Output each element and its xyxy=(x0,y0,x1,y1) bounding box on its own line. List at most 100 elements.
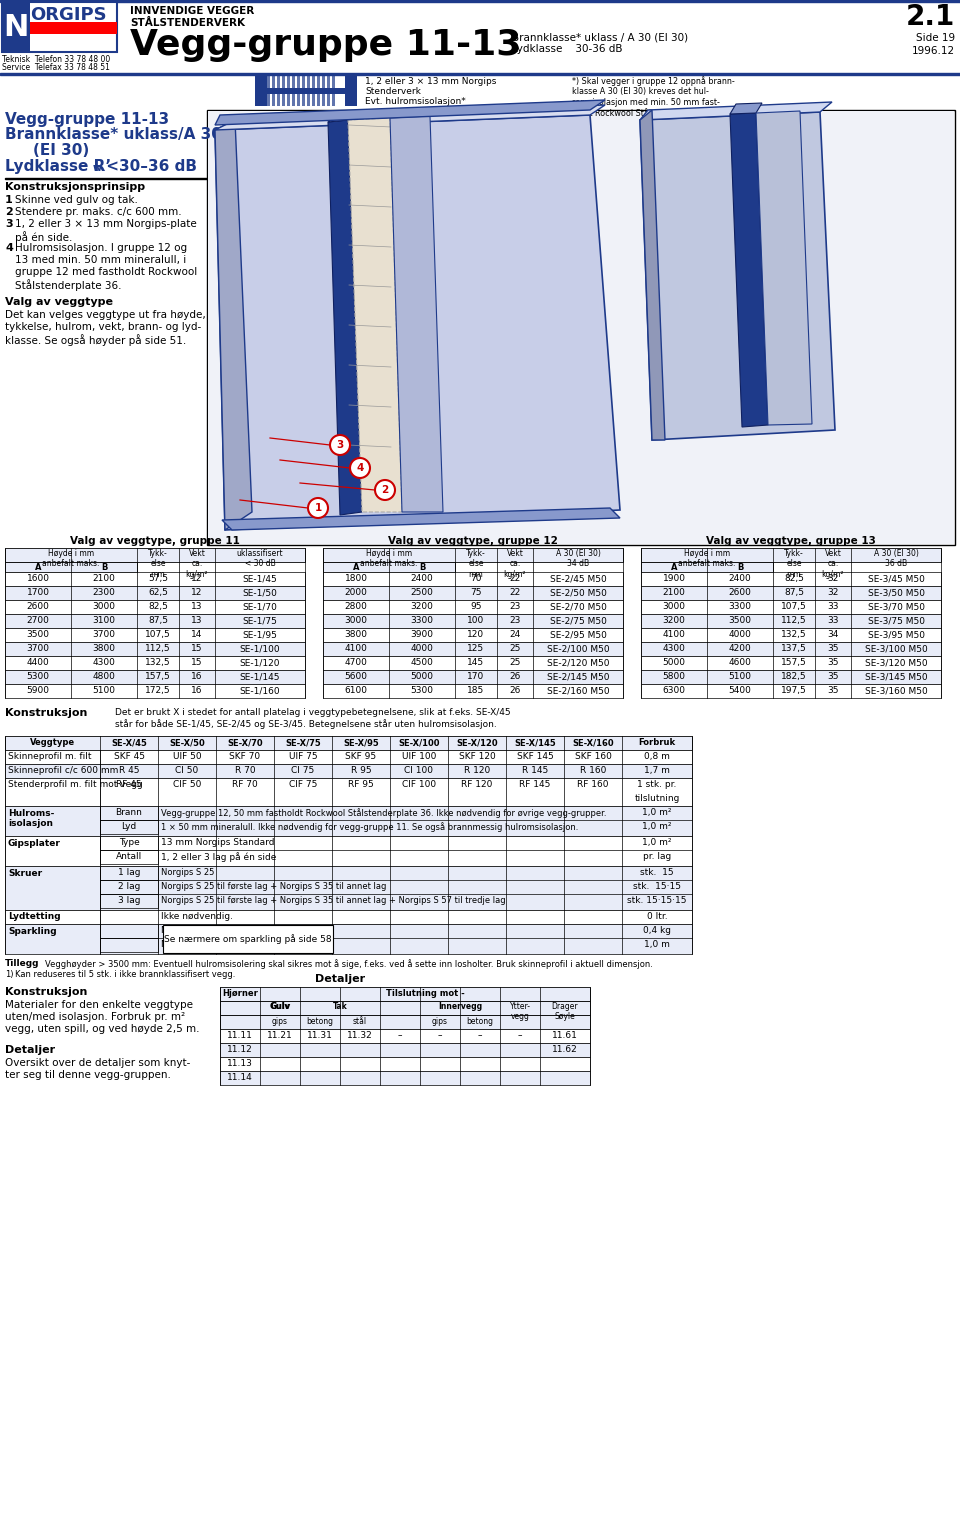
Text: 13 med min. 50 mm mineralull, i: 13 med min. 50 mm mineralull, i xyxy=(15,255,186,265)
Text: 13: 13 xyxy=(191,616,203,625)
Text: Detaljer: Detaljer xyxy=(5,1044,55,1055)
Bar xyxy=(292,76,295,106)
Text: CIF 100: CIF 100 xyxy=(402,780,436,789)
Polygon shape xyxy=(730,113,768,427)
Bar xyxy=(100,937,158,953)
Text: 2100: 2100 xyxy=(662,589,685,596)
Text: 32: 32 xyxy=(828,573,839,583)
Text: SKF 70: SKF 70 xyxy=(229,752,260,761)
Text: 22: 22 xyxy=(510,573,520,583)
Text: 13 mm Norgips Standard: 13 mm Norgips Standard xyxy=(161,838,275,847)
Text: SKF 145: SKF 145 xyxy=(516,752,553,761)
Bar xyxy=(2,2,30,52)
Text: gips: gips xyxy=(272,1017,288,1026)
Text: 22: 22 xyxy=(510,589,520,596)
Text: 14: 14 xyxy=(191,630,203,639)
Text: vegg, uten spill, og ved høyde 2,5 m.: vegg, uten spill, og ved høyde 2,5 m. xyxy=(5,1024,200,1034)
Text: SE-1/75: SE-1/75 xyxy=(243,616,277,625)
Text: 4000: 4000 xyxy=(729,630,752,639)
Text: SE-3/145 M50: SE-3/145 M50 xyxy=(865,673,927,680)
Bar xyxy=(323,628,623,642)
Text: –: – xyxy=(478,1031,482,1040)
Text: Antall: Antall xyxy=(116,852,142,861)
Bar xyxy=(5,751,692,764)
Text: RF 160: RF 160 xyxy=(577,780,609,789)
Text: Konstruksjon: Konstruksjon xyxy=(5,988,87,997)
Text: 3800: 3800 xyxy=(345,630,368,639)
Text: Tykk-
else
mm: Tykk- else mm xyxy=(148,549,168,579)
Text: B: B xyxy=(737,563,743,572)
Bar xyxy=(641,586,941,599)
Text: 1 stk. pr.: 1 stk. pr. xyxy=(637,780,677,789)
Text: 26: 26 xyxy=(510,673,520,680)
Text: 0,4 kg: 0,4 kg xyxy=(643,927,671,936)
Bar xyxy=(317,76,320,106)
Bar xyxy=(220,1043,590,1057)
Text: SE-2/50 M50: SE-2/50 M50 xyxy=(549,589,607,596)
Bar xyxy=(641,642,941,656)
Bar xyxy=(332,76,335,106)
Text: Forbruk: Forbruk xyxy=(638,739,676,748)
Bar xyxy=(641,656,941,670)
Text: 25: 25 xyxy=(510,644,520,653)
Text: Tillegg: Tillegg xyxy=(5,959,39,968)
Text: Det er brukt X i stedet for antall platelag i veggtypebetegnelsene, slik at f.ek: Det er brukt X i stedet for antall plate… xyxy=(115,708,511,717)
Circle shape xyxy=(330,434,350,456)
Text: Detaljer: Detaljer xyxy=(315,974,365,985)
Bar xyxy=(322,76,325,106)
Text: 11.14: 11.14 xyxy=(228,1073,252,1083)
Text: 1700: 1700 xyxy=(27,589,50,596)
Polygon shape xyxy=(215,115,620,531)
Text: 132,5: 132,5 xyxy=(145,657,171,667)
Bar xyxy=(100,881,158,894)
Text: RF 95: RF 95 xyxy=(348,780,373,789)
Text: 2: 2 xyxy=(381,485,389,495)
Text: 11.11: 11.11 xyxy=(228,1031,252,1040)
Text: 145: 145 xyxy=(468,657,485,667)
Text: 2600: 2600 xyxy=(27,602,49,612)
Text: Brannklasse* uklass / A 30 (EI 30): Brannklasse* uklass / A 30 (EI 30) xyxy=(512,32,688,41)
Text: 1 lag: 1 lag xyxy=(118,868,140,878)
Text: 185: 185 xyxy=(468,687,485,696)
Text: Norgips S 25 til første lag + Norgips S 35 til annet lag: Norgips S 25 til første lag + Norgips S … xyxy=(161,882,386,891)
Text: SE-1/145: SE-1/145 xyxy=(240,673,280,680)
Text: Valg av veggtype, gruppe 13: Valg av veggtype, gruppe 13 xyxy=(706,537,876,546)
Text: 11.21: 11.21 xyxy=(267,1031,293,1040)
Text: 2100: 2100 xyxy=(92,573,115,583)
Bar xyxy=(100,806,158,820)
Bar xyxy=(5,628,305,642)
Text: 3200: 3200 xyxy=(411,602,433,612)
Text: ORGIPS: ORGIPS xyxy=(30,6,107,24)
Text: 1): 1) xyxy=(5,969,13,979)
Text: SKF 160: SKF 160 xyxy=(575,752,612,761)
Text: Innervegg: Innervegg xyxy=(438,1001,482,1011)
Bar xyxy=(323,615,623,628)
Text: 1,0 m: 1,0 m xyxy=(644,940,670,950)
Text: A: A xyxy=(671,563,677,572)
Text: 120: 120 xyxy=(468,630,485,639)
Text: ter seg til denne vegg-gruppen.: ter seg til denne vegg-gruppen. xyxy=(5,1070,171,1079)
Text: Lyd: Lyd xyxy=(121,823,136,830)
Text: 87,5: 87,5 xyxy=(784,589,804,596)
Polygon shape xyxy=(390,116,443,512)
Text: Kan reduseres til 5 stk. i ikke brannklassifisert vegg.: Kan reduseres til 5 stk. i ikke brannkla… xyxy=(15,969,235,979)
Text: 4500: 4500 xyxy=(411,657,433,667)
Text: Type: Type xyxy=(119,838,139,847)
Text: tilslutning: tilslutning xyxy=(635,794,680,803)
Text: 4400: 4400 xyxy=(27,657,49,667)
Text: SE-3/160 M50: SE-3/160 M50 xyxy=(865,687,927,696)
Text: 1: 1 xyxy=(314,503,322,514)
Text: 1 × 50 mm mineralull. Ikke nødvendig for vegg-gruppe 11. Se også brannmessig hul: 1 × 50 mm mineralull. Ikke nødvendig for… xyxy=(161,823,578,832)
Bar xyxy=(5,778,692,806)
Text: 95: 95 xyxy=(470,602,482,612)
Text: 3300: 3300 xyxy=(411,616,434,625)
Text: 5000: 5000 xyxy=(662,657,685,667)
Bar xyxy=(2,2,117,52)
Text: CI 50: CI 50 xyxy=(176,766,199,775)
Text: 3: 3 xyxy=(336,440,344,450)
Text: *) Skal vegger i gruppe 12 oppnå brann-
klasse A 30 (EI 30) kreves det hul-
roms: *) Skal vegger i gruppe 12 oppnå brann- … xyxy=(572,76,734,118)
Text: N: N xyxy=(3,12,29,41)
Text: 13: 13 xyxy=(191,602,203,612)
Text: 182,5: 182,5 xyxy=(781,673,806,680)
Bar xyxy=(641,670,941,683)
